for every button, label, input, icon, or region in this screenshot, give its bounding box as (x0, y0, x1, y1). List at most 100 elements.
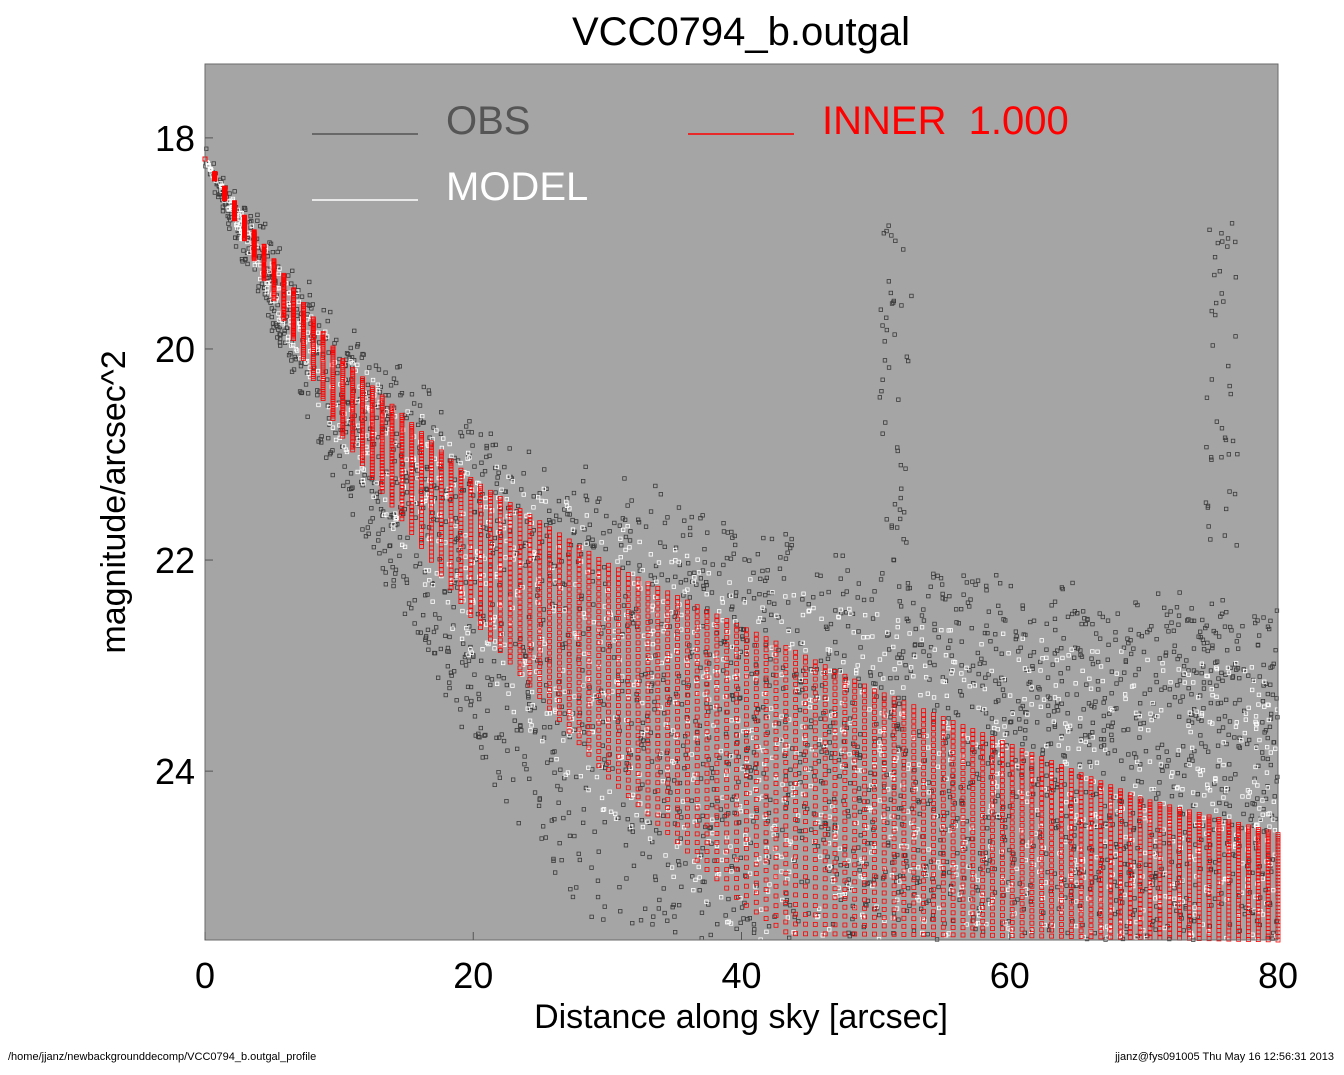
model-point (465, 471, 470, 476)
obs-point (1059, 701, 1064, 706)
model-point (846, 858, 851, 863)
model-point (426, 492, 431, 497)
obs-point (366, 397, 372, 402)
model-point (460, 608, 465, 614)
model-point (916, 898, 921, 903)
model-point (1272, 852, 1277, 857)
obs-point (447, 680, 452, 685)
obs-point (577, 857, 582, 863)
obs-point (457, 530, 463, 536)
obs-spike-point (898, 495, 903, 501)
model-point (1020, 636, 1025, 641)
model-point (1081, 875, 1087, 880)
obs-point (291, 367, 297, 372)
obs-point (451, 669, 457, 674)
obs-point (739, 905, 745, 910)
model-point (943, 653, 949, 658)
model-point (672, 700, 678, 705)
obs-point (1240, 624, 1245, 629)
model-point (529, 689, 535, 695)
obs-point (935, 703, 940, 708)
obs-point (490, 551, 496, 556)
obs-point (949, 653, 954, 658)
model-point (696, 570, 702, 575)
obs-point (904, 908, 910, 914)
obs-point (665, 862, 671, 867)
obs-point (1246, 673, 1251, 678)
obs-point (232, 235, 238, 240)
obs-point (622, 476, 627, 481)
model-point (574, 633, 579, 638)
model-point (936, 860, 941, 865)
obs-point (668, 790, 673, 795)
obs-point (723, 731, 729, 737)
obs-point (1153, 875, 1158, 880)
obs-point (711, 787, 717, 792)
obs-point (1147, 687, 1153, 692)
obs-point (742, 557, 747, 562)
obs-point (399, 390, 405, 396)
obs-point (928, 798, 933, 803)
model-point (820, 933, 825, 938)
obs-point (653, 483, 658, 489)
obs-point (544, 523, 549, 528)
obs-point (800, 597, 805, 602)
obs-point (738, 695, 743, 700)
obs-point (393, 567, 399, 572)
model-point (825, 647, 830, 652)
obs-point (1028, 679, 1033, 685)
obs-point (367, 475, 372, 481)
model-point (355, 469, 360, 475)
model-point (827, 927, 832, 932)
model-point (1267, 824, 1272, 829)
obs-point (1229, 628, 1234, 633)
obs-point (796, 919, 801, 924)
obs-point (827, 740, 832, 745)
obs-point (417, 561, 423, 566)
obs-point (1052, 599, 1058, 604)
obs-point (1237, 745, 1242, 750)
obs-point (879, 685, 884, 690)
obs-point (1044, 851, 1049, 856)
obs-point (895, 655, 900, 660)
obs-point (264, 295, 269, 301)
obs-point (1089, 880, 1095, 885)
obs-point (378, 384, 384, 390)
obs-point (928, 584, 933, 589)
obs-point (1052, 722, 1057, 727)
model-point (769, 645, 774, 650)
obs-spike-point (1224, 506, 1229, 512)
model-point (384, 512, 389, 517)
obs-point (1052, 616, 1058, 621)
model-point (1145, 657, 1150, 663)
obs-point (316, 323, 322, 328)
obs-point (891, 558, 897, 563)
model-point (710, 831, 715, 836)
model-point (1038, 704, 1043, 709)
model-point (613, 816, 619, 821)
obs-point (1002, 717, 1007, 722)
model-point (952, 660, 958, 665)
obs-point (1016, 699, 1021, 704)
obs-point (1009, 719, 1014, 724)
model-point (1141, 908, 1146, 913)
model-point (1093, 823, 1098, 828)
obs-point (432, 650, 437, 656)
obs-point (857, 809, 863, 815)
model-point (492, 639, 498, 644)
obs-point (1272, 794, 1277, 799)
model-point (227, 198, 232, 204)
model-point (1221, 820, 1226, 825)
model-point (1159, 708, 1164, 713)
obs-point (940, 596, 945, 601)
obs-point (798, 641, 803, 646)
obs-spike-point (889, 301, 895, 306)
obs-point (1095, 679, 1101, 684)
obs-point (510, 777, 516, 782)
obs-point (1239, 825, 1244, 831)
obs-point (1208, 700, 1213, 706)
obs-point (1260, 756, 1266, 761)
obs-spike-point (1204, 395, 1210, 400)
obs-point (825, 656, 831, 661)
obs-point (927, 677, 932, 682)
